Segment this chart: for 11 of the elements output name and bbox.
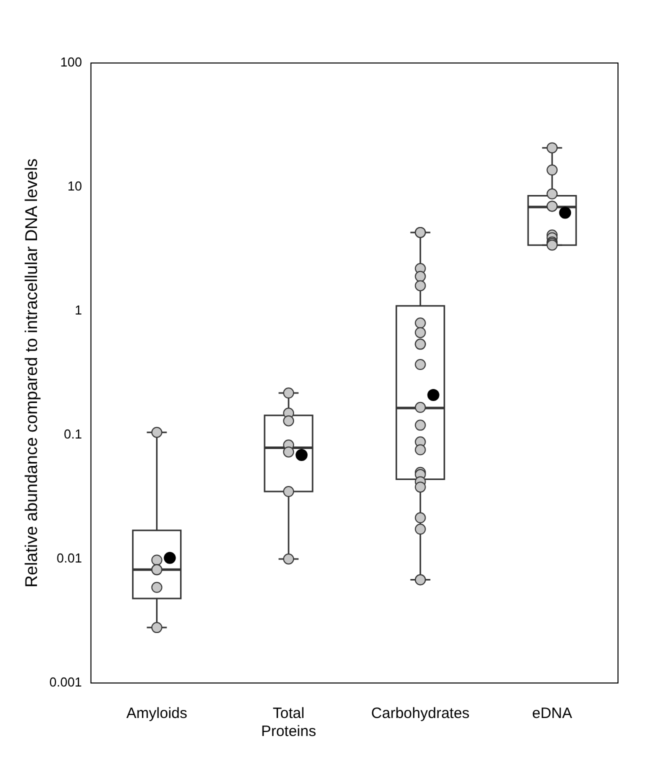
x-tick-label: eDNA xyxy=(532,705,572,722)
x-tick-label: Amyloids xyxy=(126,705,188,722)
y-tick-label: 0.01 xyxy=(56,550,82,566)
x-tick-label: Total Proteins xyxy=(261,705,316,740)
y-tick-label: 0.1 xyxy=(64,426,82,442)
y-tick-label: 10 xyxy=(67,178,82,194)
y-tick-label: 100 xyxy=(60,54,82,70)
y-axis-title: Relative abundance compared to intracellular DNA levels xyxy=(22,158,41,588)
y-tick-label: 0.001 xyxy=(49,674,82,690)
y-tick-label: 1 xyxy=(74,302,82,318)
x-tick-label: Carbohydrates xyxy=(371,705,470,722)
